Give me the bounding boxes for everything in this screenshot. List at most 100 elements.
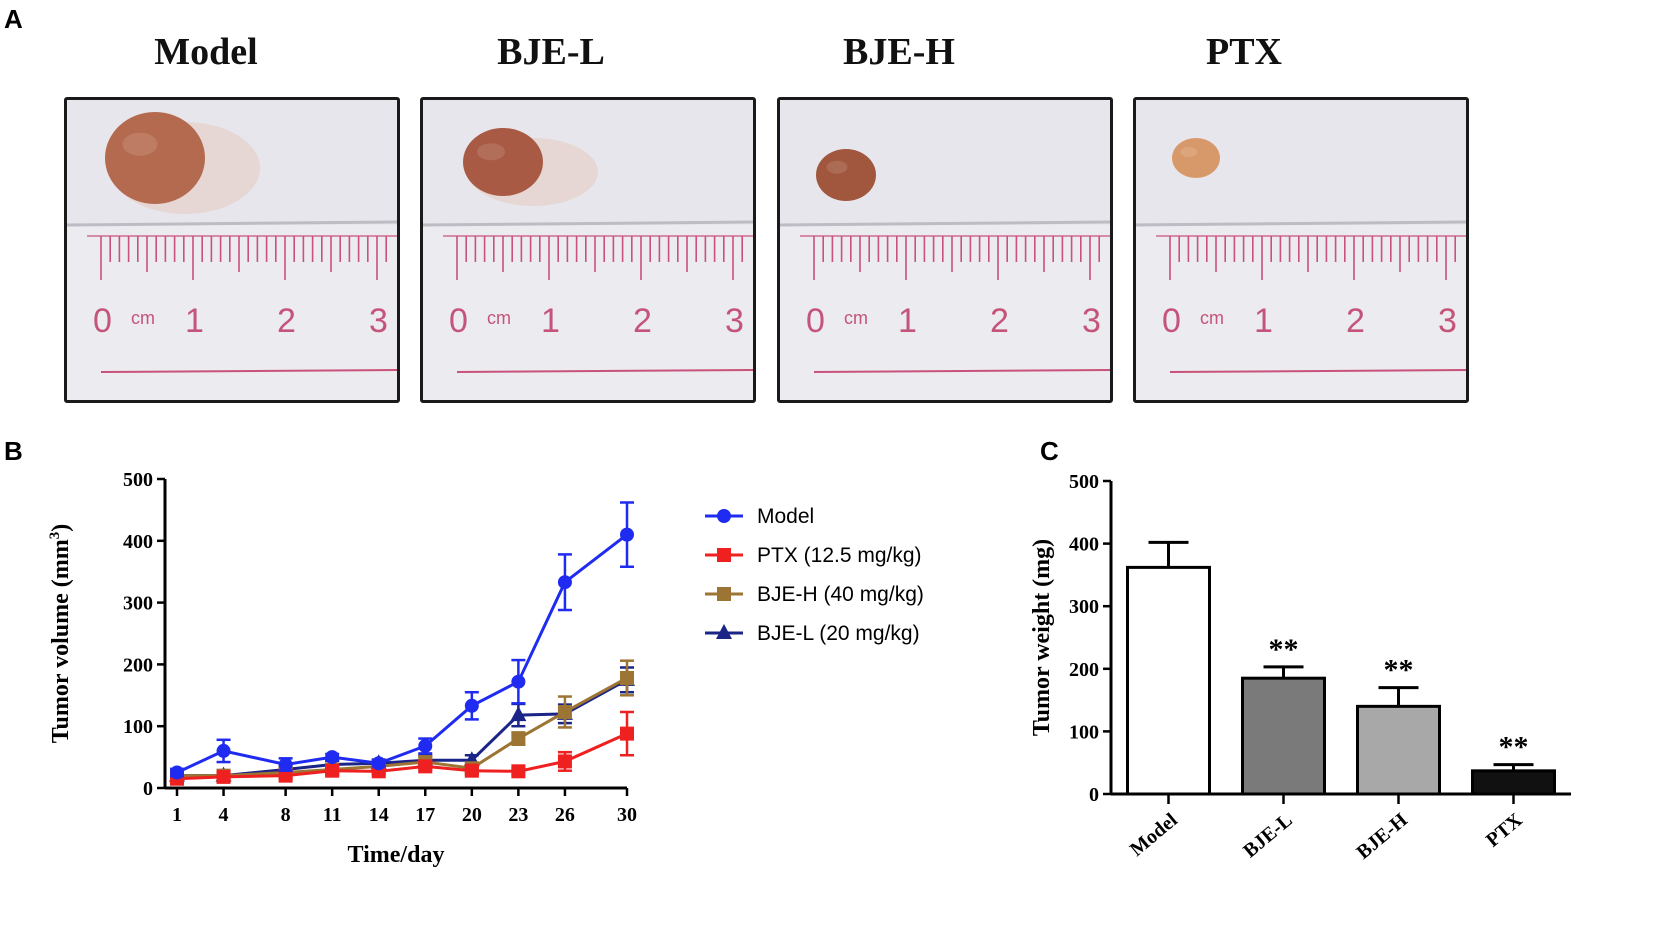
bar-ptx	[1471, 769, 1556, 796]
x-tick-label: 14	[369, 804, 389, 826]
y-tick-label: 0	[143, 778, 153, 800]
panel-label-a: A	[4, 4, 23, 34]
ruler-number-2: 2	[277, 302, 296, 340]
data-point-ptx	[464, 763, 479, 778]
data-point-bje-l	[510, 706, 527, 722]
y-tick-label: 200	[123, 654, 153, 676]
data-point-model	[557, 575, 572, 590]
y-tick-label: 500	[123, 469, 153, 491]
tumor-photo-model: 0 1 2 3 cm	[64, 97, 400, 403]
ruler-number-0: 0	[1162, 302, 1181, 340]
ruler-number-1: 1	[541, 302, 560, 340]
series-line-bje-l	[177, 678, 628, 778]
data-point-model	[418, 738, 433, 753]
ruler-number-2: 2	[990, 302, 1009, 340]
ruler-number-0: 0	[806, 302, 825, 340]
x-tick-label-bje-h: BJE-H	[1352, 809, 1412, 864]
data-point-ptx	[511, 764, 526, 779]
ruler-number-1: 1	[898, 302, 917, 340]
legend-marker	[717, 509, 731, 523]
data-point-ptx	[418, 759, 433, 774]
photo-title-ptx: PTX	[1206, 31, 1282, 73]
x-tick-label: 4	[219, 804, 229, 826]
data-point-model	[464, 698, 479, 713]
photo-title-bje-l: BJE-L	[497, 31, 605, 73]
y-tick-label: 300	[1069, 596, 1099, 618]
ruler-number-2: 2	[633, 302, 652, 340]
y-tick-label: 100	[123, 716, 153, 738]
significance-bje-h: **	[1384, 654, 1414, 687]
x-tick-label-bje-l: BJE-L	[1239, 809, 1297, 862]
series-line-model	[176, 533, 628, 774]
tumor-photo-bje-l: 0 1 2 3 cm	[420, 97, 756, 403]
ruler-unit: cm	[131, 308, 155, 328]
data-point-ptx	[216, 769, 231, 784]
y-axis-label: Tumor volume (mm3)	[47, 524, 74, 744]
y-tick-label: 500	[1069, 471, 1099, 493]
y-tick-label: 200	[1069, 659, 1099, 681]
ruler-number-1: 1	[185, 302, 204, 340]
y-tick-label: 400	[1069, 534, 1099, 556]
data-point-bje-h	[557, 704, 572, 719]
x-tick-label-ptx: PTX	[1482, 809, 1527, 852]
tumor-weight-bar-chart: 0 100 200 300 400 500 Tumor weight (mg) Model BJ…	[1029, 471, 1571, 864]
tumor-photo-ptx: 0 1 2 3 cm	[1133, 97, 1469, 403]
legend-marker	[717, 548, 731, 562]
data-point-model	[170, 765, 184, 780]
legend-label: Model	[757, 505, 814, 528]
legend-marker	[716, 624, 732, 639]
ruler-number-2: 2	[1346, 302, 1365, 340]
data-point-model	[511, 674, 526, 689]
y-tick-label: 100	[1069, 721, 1099, 743]
ruler-unit: cm	[844, 308, 868, 328]
ruler-number-3: 3	[725, 302, 744, 340]
x-tick-label: 26	[555, 804, 575, 826]
data-point-model	[278, 757, 293, 772]
x-tick-label: 1	[172, 804, 182, 826]
x-tick-label: 23	[508, 804, 528, 826]
data-point-model	[325, 750, 340, 765]
tumor-sample	[463, 128, 543, 196]
data-point-bje-h	[620, 670, 634, 685]
bar-bje-l	[1241, 676, 1326, 796]
photo-title-bje-h: BJE-H	[843, 31, 955, 73]
x-tick-label: 17	[415, 804, 435, 826]
ruler-number-3: 3	[1082, 302, 1101, 340]
y-tick-label: 400	[123, 531, 153, 553]
ruler-unit: cm	[1200, 308, 1224, 328]
data-point-ptx	[620, 726, 634, 741]
x-tick-label-model: Model	[1126, 809, 1182, 861]
tumor-sample	[1172, 138, 1220, 178]
tumor-sample	[816, 149, 876, 201]
x-axis-label: Time/day	[348, 842, 445, 868]
photo-title-model: Model	[154, 31, 258, 73]
series-line-ptx	[176, 732, 628, 781]
data-point-ptx	[557, 754, 572, 769]
x-tick-label: 11	[323, 804, 342, 826]
x-tick-label: 20	[462, 804, 482, 826]
ruler-number-3: 3	[369, 302, 388, 340]
data-point-ptx	[278, 768, 293, 783]
x-tick-label: 8	[281, 804, 291, 826]
significance-bje-l: **	[1269, 633, 1299, 666]
y-axis-label: Tumor weight (mg)	[1029, 539, 1055, 736]
data-point-model	[216, 743, 231, 758]
data-point-model	[371, 756, 386, 771]
tumor-sample	[105, 112, 205, 204]
bar-model	[1126, 565, 1211, 796]
panel-label-b: B	[4, 436, 23, 466]
x-tick-label: 30	[617, 804, 637, 826]
ruler-unit: cm	[487, 308, 511, 328]
legend-label: BJE-L (20 mg/kg)	[757, 622, 920, 645]
significance-ptx: **	[1499, 731, 1529, 764]
data-point-model	[620, 527, 634, 542]
panel-label-c: C	[1040, 436, 1059, 466]
legend-label: PTX (12.5 mg/kg)	[757, 544, 922, 567]
y-tick-label: 300	[123, 593, 153, 615]
ruler-number-0: 0	[93, 302, 112, 340]
series-line-bje-h	[177, 676, 628, 778]
tumor-photo-bje-h: 0 1 2 3 cm	[777, 97, 1113, 403]
legend-label: BJE-H (40 mg/kg)	[757, 583, 924, 606]
data-point-bje-h	[511, 731, 526, 746]
